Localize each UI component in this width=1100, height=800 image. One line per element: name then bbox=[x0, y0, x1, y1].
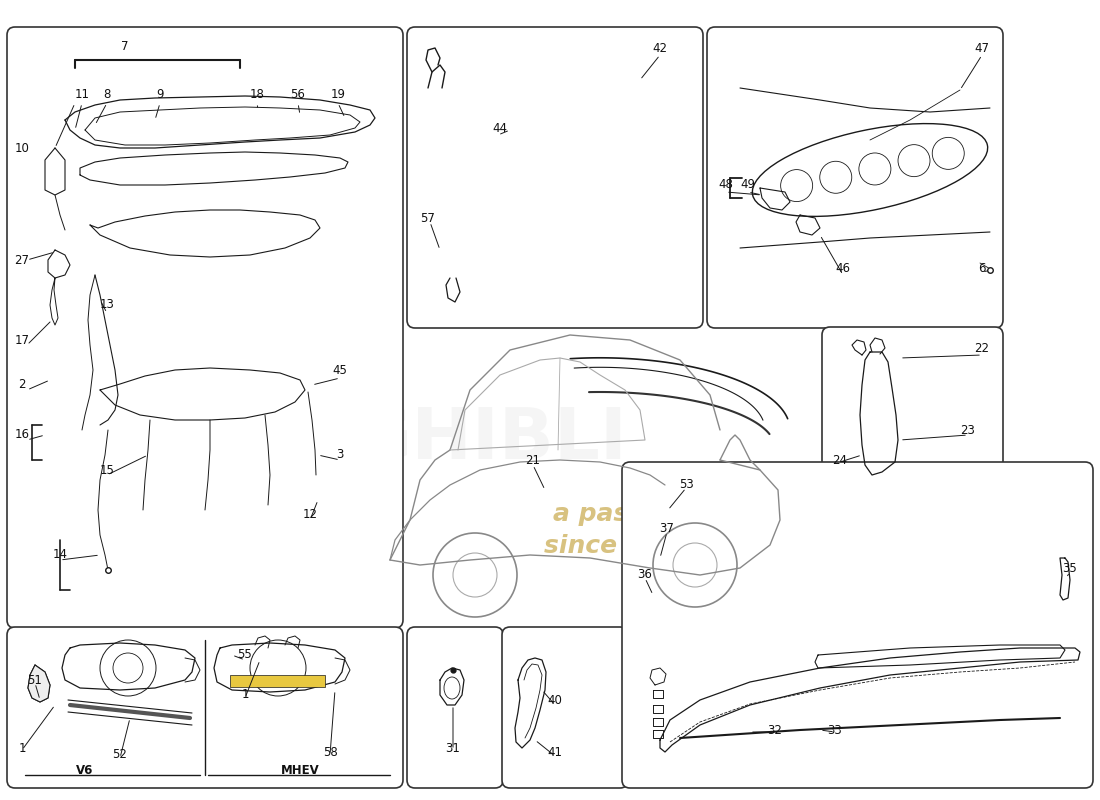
Text: 3: 3 bbox=[337, 449, 343, 462]
FancyBboxPatch shape bbox=[407, 27, 703, 328]
Text: 52: 52 bbox=[112, 749, 128, 762]
Text: 18: 18 bbox=[250, 89, 264, 102]
Text: 19: 19 bbox=[330, 89, 345, 102]
Text: 10: 10 bbox=[14, 142, 30, 154]
Text: 14: 14 bbox=[53, 549, 67, 562]
Text: 16: 16 bbox=[14, 429, 30, 442]
Text: 41: 41 bbox=[548, 746, 562, 759]
Text: V6: V6 bbox=[76, 763, 94, 777]
Text: 33: 33 bbox=[827, 723, 843, 737]
Text: 21: 21 bbox=[526, 454, 540, 466]
Text: 22: 22 bbox=[975, 342, 990, 354]
Text: 46: 46 bbox=[836, 262, 850, 274]
FancyBboxPatch shape bbox=[822, 327, 1003, 538]
Text: 1: 1 bbox=[241, 689, 249, 702]
Text: 8: 8 bbox=[103, 89, 111, 102]
Text: 32: 32 bbox=[768, 723, 782, 737]
Polygon shape bbox=[28, 665, 50, 702]
Text: 7: 7 bbox=[121, 41, 129, 54]
Text: 17: 17 bbox=[14, 334, 30, 346]
Text: 23: 23 bbox=[960, 423, 976, 437]
Text: 1: 1 bbox=[19, 742, 25, 754]
Text: 47: 47 bbox=[975, 42, 990, 54]
Text: 51: 51 bbox=[28, 674, 43, 686]
FancyBboxPatch shape bbox=[407, 627, 503, 788]
Text: 6: 6 bbox=[978, 262, 986, 274]
Text: 45: 45 bbox=[332, 363, 348, 377]
Text: 27: 27 bbox=[14, 254, 30, 266]
Text: 12: 12 bbox=[302, 509, 318, 522]
Text: 55: 55 bbox=[238, 649, 252, 662]
Text: 2: 2 bbox=[19, 378, 25, 391]
FancyBboxPatch shape bbox=[7, 27, 403, 628]
Text: 42: 42 bbox=[652, 42, 668, 54]
FancyBboxPatch shape bbox=[621, 462, 1093, 788]
Bar bbox=[230, 675, 324, 687]
Text: 11: 11 bbox=[75, 89, 89, 102]
Text: 35: 35 bbox=[1063, 562, 1077, 574]
Text: MHEV: MHEV bbox=[280, 763, 319, 777]
Text: 58: 58 bbox=[322, 746, 338, 758]
Text: 15: 15 bbox=[100, 463, 114, 477]
Text: 53: 53 bbox=[679, 478, 693, 490]
Text: 56: 56 bbox=[290, 89, 306, 102]
Text: 9: 9 bbox=[156, 89, 164, 102]
Text: 24: 24 bbox=[833, 454, 847, 466]
Text: GHIBLI: GHIBLI bbox=[353, 406, 627, 474]
Text: 37: 37 bbox=[660, 522, 674, 534]
Text: a passion
since 1985: a passion since 1985 bbox=[544, 502, 695, 558]
Text: 48: 48 bbox=[718, 178, 734, 191]
Text: 31: 31 bbox=[446, 742, 461, 754]
FancyBboxPatch shape bbox=[7, 627, 403, 788]
Text: 13: 13 bbox=[100, 298, 114, 311]
FancyBboxPatch shape bbox=[707, 27, 1003, 328]
Text: 49: 49 bbox=[740, 178, 756, 191]
FancyBboxPatch shape bbox=[502, 627, 628, 788]
Text: 36: 36 bbox=[638, 569, 652, 582]
Text: 44: 44 bbox=[493, 122, 507, 134]
Text: 57: 57 bbox=[420, 211, 436, 225]
Text: 40: 40 bbox=[548, 694, 562, 706]
